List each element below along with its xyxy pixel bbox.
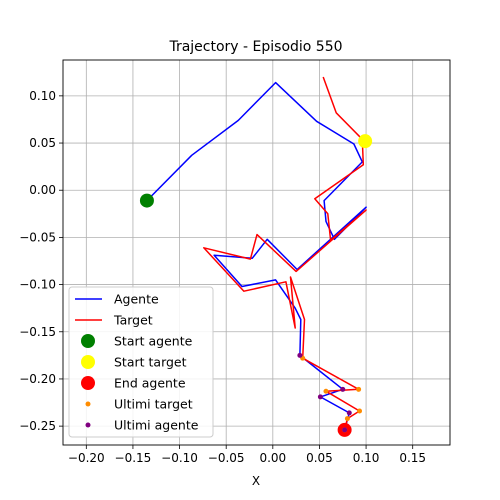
legend-swatch-end-agente xyxy=(81,376,95,390)
x-tick-label: −0.20 xyxy=(68,451,105,465)
y-tick-label: 0.10 xyxy=(29,89,56,103)
marker-ultimi-target xyxy=(344,416,350,422)
legend-label-start-target: Start target xyxy=(114,355,187,370)
legend-label-start-agente: Start agente xyxy=(114,334,193,349)
marker-ultimi-agente xyxy=(317,394,323,400)
axis-ticks: −0.20 −0.15 −0.10 −0.05 0.00 0.05 0.10 0.15 0.10… xyxy=(19,89,426,465)
plot-frame xyxy=(62,59,451,446)
x-tick-label: 0.10 xyxy=(353,451,380,465)
marker-ultimi-target xyxy=(357,408,363,414)
marker-ultimi-agente xyxy=(297,352,303,358)
legend-swatch-start-agente xyxy=(81,334,95,348)
marker-ultimi-agente xyxy=(342,427,348,433)
x-tick-label: 0.00 xyxy=(259,451,286,465)
marker-ultimi-target xyxy=(356,386,362,392)
y-tick-label: −0.05 xyxy=(19,230,56,244)
legend-label-agente: Agente xyxy=(114,292,159,307)
grid xyxy=(63,60,450,445)
y-tick-label: −0.20 xyxy=(19,372,56,386)
legend-box xyxy=(68,286,214,438)
y-tick-label: −0.10 xyxy=(19,278,56,292)
chart-title: Trajectory - Episodio 550 xyxy=(168,39,342,55)
y-tick-label: 0.00 xyxy=(29,183,56,197)
y-tick-label: 0.05 xyxy=(29,136,56,150)
plot-series xyxy=(139,76,373,437)
legend-label-target: Target xyxy=(113,313,153,328)
legend-swatch-ultimi-agente xyxy=(85,422,91,428)
y-tick-label: −0.25 xyxy=(19,419,56,433)
legend-label-ultimi-target: Ultimi target xyxy=(114,397,193,412)
marker-start-target xyxy=(358,134,373,149)
marker-ultimi-agente xyxy=(340,386,346,392)
x-tick-label: −0.15 xyxy=(115,451,152,465)
x-tick-label: 0.05 xyxy=(306,451,333,465)
legend-label-ultimi-agente: Ultimi agente xyxy=(114,418,199,433)
marker-ultimi-target xyxy=(323,388,329,394)
series-line-target xyxy=(203,76,367,431)
x-tick-label: −0.10 xyxy=(161,451,198,465)
marker-ultimi-agente xyxy=(346,410,352,416)
marker-start-agente xyxy=(139,193,154,208)
legend-swatch-ultimi-target xyxy=(85,401,91,407)
x-tick-label: 0.15 xyxy=(399,451,426,465)
x-axis-title: X xyxy=(252,474,260,488)
legend-swatch-start-target xyxy=(81,355,95,369)
legend-label-end-agente: End agente xyxy=(114,376,186,391)
legend: Agente Target Start agente Start target End … xyxy=(68,286,214,438)
y-tick-label: −0.15 xyxy=(19,325,56,339)
x-tick-label: −0.05 xyxy=(208,451,245,465)
